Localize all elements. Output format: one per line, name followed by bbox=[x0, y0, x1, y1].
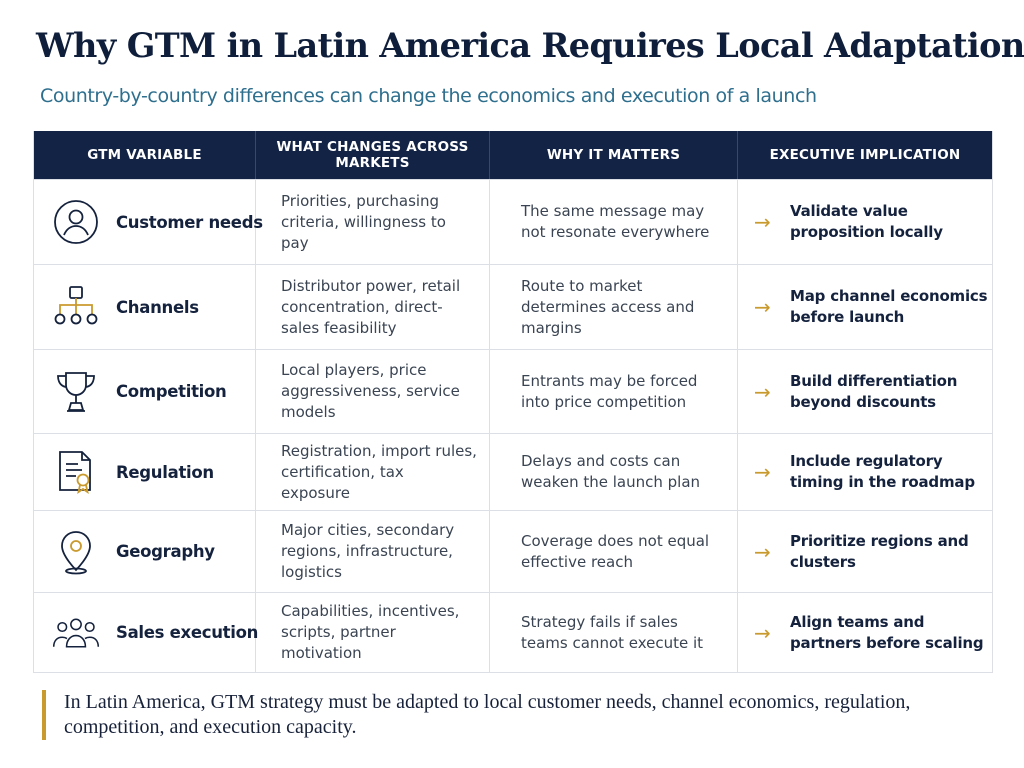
matters-cell: Strategy fails if sales teams cannot exe… bbox=[490, 593, 738, 672]
team-people-icon bbox=[52, 609, 100, 657]
variable-label: Customer needs bbox=[116, 212, 263, 232]
variable-cell: Competition bbox=[34, 350, 256, 433]
page-title-text: Why GTM in Latin America Requires Local … bbox=[36, 26, 1024, 65]
implication-text: Include regulatory timing in the roadmap bbox=[790, 452, 975, 491]
certificate-document-icon bbox=[52, 448, 100, 496]
matters-cell: Entrants may be forced into price compet… bbox=[490, 350, 738, 433]
variable-label: Regulation bbox=[116, 462, 214, 482]
table-row: Geography Major cities, secondary region… bbox=[34, 510, 992, 592]
variable-cell: Channels bbox=[34, 265, 256, 349]
implication-cell: → Map channel economics before launch bbox=[738, 265, 992, 349]
variable-cell: Customer needs bbox=[34, 180, 263, 264]
variable-label: Channels bbox=[116, 297, 199, 317]
page-subtitle: Country-by-country differences can chang… bbox=[40, 85, 817, 107]
trophy-icon bbox=[52, 368, 100, 416]
implication-text: Prioritize regions and clusters bbox=[790, 531, 969, 571]
location-pin-icon bbox=[52, 528, 100, 576]
matters-cell: Route to market determines access and ma… bbox=[490, 265, 738, 349]
implication-cell: → Build differentiation beyond discounts bbox=[738, 350, 992, 433]
table-row: Customer needs Priorities, purchasing cr… bbox=[34, 179, 992, 264]
header-what-changes: WHAT CHANGES ACROSS MARKETS bbox=[256, 131, 490, 179]
arrow-right-icon: → bbox=[754, 460, 771, 484]
footer-callout: In Latin America, GTM strategy must be a… bbox=[42, 690, 942, 740]
table-row: Channels Distributor power, retail conce… bbox=[34, 264, 992, 349]
variable-label: Geography bbox=[116, 542, 215, 561]
implication-cell: → Prioritize regions and clusters bbox=[738, 511, 992, 592]
arrow-right-icon: → bbox=[754, 295, 771, 319]
changes-cell: Priorities, purchasing criteria, willing… bbox=[256, 180, 490, 264]
changes-cell: Local players, price aggressiveness, ser… bbox=[256, 350, 490, 433]
arrow-right-icon: → bbox=[754, 620, 771, 645]
matters-cell: The same message may not resonate everyw… bbox=[490, 180, 738, 264]
variable-cell: Geography bbox=[34, 511, 256, 592]
variable-label: Sales execution bbox=[116, 623, 259, 642]
changes-cell: Capabilities, incentives, scripts, partn… bbox=[256, 593, 490, 672]
table-header: GTM VARIABLE WHAT CHANGES ACROSS MARKETS… bbox=[34, 131, 992, 179]
implication-text: Map channel economics before launch bbox=[790, 287, 988, 326]
matters-cell: Delays and costs can weaken the launch p… bbox=[490, 434, 738, 510]
changes-cell: Major cities, secondary regions, infrast… bbox=[256, 511, 490, 592]
header-executive-implication: EXECUTIVE IMPLICATION bbox=[769, 147, 961, 163]
variable-label: Competition bbox=[116, 382, 227, 401]
implication-cell: → Align teams and partners before scalin… bbox=[738, 593, 992, 672]
implication-text: Validate value proposition locally bbox=[790, 202, 943, 241]
variable-cell: Regulation bbox=[34, 434, 256, 510]
implication-text: Build differentiation beyond discounts bbox=[790, 371, 958, 411]
implication-cell: → Include regulatory timing in the roadm… bbox=[738, 434, 992, 510]
gtm-table: GTM VARIABLE WHAT CHANGES ACROSS MARKETS… bbox=[33, 131, 993, 673]
user-circle-icon bbox=[52, 198, 100, 246]
table-row: Competition Local players, price aggress… bbox=[34, 349, 992, 433]
arrow-right-icon: → bbox=[754, 539, 771, 564]
matters-cell: Coverage does not equal effective reach bbox=[490, 511, 738, 592]
variable-cell: Sales execution bbox=[34, 593, 259, 672]
page-title: Why GTM in Latin America Requires Local … bbox=[36, 26, 1024, 65]
arrow-right-icon: → bbox=[754, 379, 771, 404]
implication-text: Align teams and partners before scaling bbox=[790, 612, 984, 652]
table-row: Regulation Registration, import rules, c… bbox=[34, 433, 992, 510]
network-hierarchy-icon bbox=[52, 283, 100, 331]
table-row: Sales execution Capabilities, incentives… bbox=[34, 592, 992, 672]
changes-cell: Registration, import rules, certificatio… bbox=[256, 434, 490, 510]
header-why-it-matters: WHY IT MATTERS bbox=[490, 131, 738, 179]
changes-cell: Distributor power, retail concentration,… bbox=[256, 265, 490, 349]
arrow-right-icon: → bbox=[754, 210, 771, 234]
header-gtm-variable: GTM VARIABLE bbox=[34, 131, 256, 179]
implication-cell: → Validate value proposition locally bbox=[738, 180, 992, 264]
